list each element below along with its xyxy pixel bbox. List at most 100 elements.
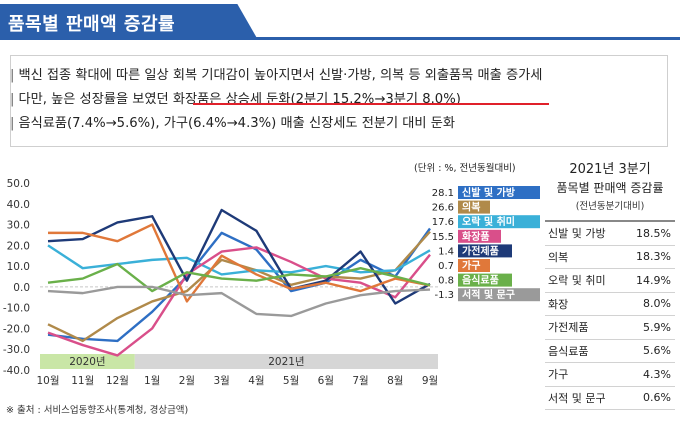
- x-tick-label: 10월: [36, 375, 59, 387]
- table-subtitle: 품목별 판매액 증감률: [556, 181, 664, 195]
- year-label-2020: 2020년: [69, 356, 105, 368]
- series-line-7: [47, 285, 431, 318]
- end-value-label: -1.3: [434, 290, 454, 301]
- legend-label: 음식료품: [462, 274, 499, 287]
- legend-swatch: [458, 186, 540, 199]
- table-row-label: 음식료품: [548, 344, 589, 358]
- table-row-value: 4.3%: [643, 367, 671, 381]
- end-value-label: 0.7: [438, 261, 454, 272]
- x-tick-label: 7월: [352, 375, 368, 387]
- legend-swatch: [458, 215, 540, 229]
- x-tick-label: 1월: [144, 375, 160, 387]
- legend-label: 오락 및 취미: [462, 215, 515, 228]
- legend-swatch: [458, 288, 540, 302]
- legend-label: 서적 및 문구: [462, 288, 515, 301]
- x-tick-label: 4월: [248, 375, 264, 387]
- highlight-underline: [193, 103, 549, 105]
- bullet-bar: |: [10, 68, 15, 83]
- summary-text-1: 백신 접종 확대에 따른 일상 회복 기대감이 높아지면서 신발·가방, 의복 …: [18, 68, 543, 83]
- end-value-label: 28.1: [432, 188, 454, 199]
- table-row-label: 가구: [548, 368, 569, 382]
- summary-box: [10, 55, 668, 147]
- x-tick-label: 6월: [318, 375, 334, 387]
- end-value-label: 26.6: [432, 203, 454, 214]
- table-row-value: 5.6%: [643, 344, 671, 358]
- x-tick-label: 12월: [106, 375, 129, 387]
- y-tick-label: 20.0: [7, 240, 30, 252]
- table-row-label: 서적 및 문구: [548, 391, 606, 405]
- end-value-label: 15.5: [432, 232, 454, 243]
- legend-label: 신발 및 가방: [462, 186, 516, 199]
- series-line-2: [47, 244, 431, 276]
- end-value-label: 17.6: [432, 217, 454, 228]
- table-row-value: 0.6%: [643, 391, 671, 405]
- year-band-2021: [134, 354, 438, 369]
- legend-label: 화장품: [462, 230, 490, 243]
- x-tick-label: 2월: [179, 375, 195, 387]
- y-tick-label: 50.0: [7, 178, 30, 190]
- table-row-value: 18.5%: [636, 226, 671, 240]
- line-chart: 50.0 40.0 30.0 20.0 10.0 0.0 -10.0 -20.0 -30.0 -4…: [3, 178, 540, 387]
- x-tick-label: 9월: [422, 375, 438, 387]
- legend-label: 가전제품: [462, 244, 499, 257]
- summary-line-1: | 백신 접종 확대에 따른 일상 회복 기대감이 높아지면서 신발·가방, 의복…: [10, 64, 542, 83]
- header-bar: [0, 4, 258, 40]
- table-row-label: 신발 및 가방: [548, 227, 606, 241]
- series-line-6: [47, 262, 431, 293]
- table-row: 신발 및 가방 18.5%: [545, 222, 675, 246]
- legend-swatch: [458, 244, 512, 258]
- table-row-value: 14.9%: [636, 273, 671, 287]
- table-body: 신발 및 가방 18.5% 의복 18.3% 오락 및 취미 14.9% 화장 8.0% 가전제…: [545, 220, 675, 410]
- table-row-value: 8.0%: [643, 297, 671, 311]
- table-row-label: 오락 및 취미: [548, 274, 606, 288]
- y-tick-label: -30.0: [3, 344, 30, 356]
- bullet-bar: |: [10, 116, 15, 131]
- series-line-0: [47, 227, 431, 343]
- table-row-value: 5.9%: [643, 320, 671, 334]
- legend-swatch: [458, 259, 490, 272]
- table-row: 서적 및 문구 0.6%: [545, 387, 675, 410]
- table-row: 음식료품 5.6%: [545, 340, 675, 363]
- series-line-5: [48, 223, 431, 303]
- legend-swatch: [458, 200, 490, 214]
- x-tick-label: 5월: [283, 375, 299, 387]
- y-tick-label: -20.0: [3, 323, 30, 335]
- table-row: 오락 및 취미 14.9%: [545, 269, 675, 293]
- end-value-label: 0.8: [438, 276, 454, 287]
- page-title: 품목별 판매액 증감률: [8, 14, 176, 35]
- series-line-4: [47, 208, 431, 305]
- unit-note: (단위 : %, 전년동월대비): [414, 163, 516, 174]
- summary-line-3: | 음식료품(7.4%→5.6%), 가구(6.4%→4.3%) 매출 신장세도 …: [10, 112, 455, 131]
- y-tick-label: -10.0: [3, 303, 30, 315]
- legend-swatch: [458, 273, 512, 287]
- table-row-label: 의복: [548, 250, 569, 264]
- y-tick-label: 0.0: [13, 282, 30, 294]
- section-header: 품목별 판매액 증감률: [0, 4, 680, 40]
- table-row: 가구 4.3%: [545, 363, 675, 387]
- y-tick-label: 30.0: [7, 220, 30, 232]
- bullet-bar: |: [10, 92, 15, 107]
- y-tick-label: -40.0: [3, 365, 30, 377]
- table-row-label: 가전제품: [548, 321, 589, 335]
- table-row: 의복 18.3%: [545, 246, 675, 269]
- legend-label: 의복: [462, 201, 480, 214]
- source-note: ※ 출처 : 서비스업동향조사(통계청, 경상금액): [6, 405, 189, 416]
- header-underline: [0, 37, 680, 40]
- table-row-label: 화장: [548, 297, 569, 311]
- y-tick-label: 10.0: [7, 261, 30, 273]
- year-band-2020: [40, 354, 135, 369]
- legend-label: 가구: [462, 259, 480, 272]
- end-value-label: 1.4: [438, 246, 454, 257]
- year-label-2021: 2021년: [268, 356, 304, 368]
- table-row: 화장 8.0%: [545, 293, 675, 316]
- y-tick-label: 40.0: [7, 199, 30, 211]
- summary-text-3: 음식료품(7.4%→5.6%), 가구(6.4%→4.3%) 매출 신장세도 전…: [18, 116, 456, 131]
- x-tick-label: 8월: [387, 375, 403, 387]
- table-title: 2021년 3분기: [569, 162, 651, 177]
- x-tick-label: 11월: [71, 375, 94, 387]
- x-tick-label: 3월: [213, 375, 229, 387]
- table-row-value: 18.3%: [636, 250, 671, 264]
- table-unit: (전년동분기대비): [575, 201, 645, 212]
- series-line-3: [47, 246, 431, 357]
- summary-table: 2021년 3분기 품목별 판매액 증감률 (전년동분기대비) 신발 및 가방 1…: [545, 160, 675, 410]
